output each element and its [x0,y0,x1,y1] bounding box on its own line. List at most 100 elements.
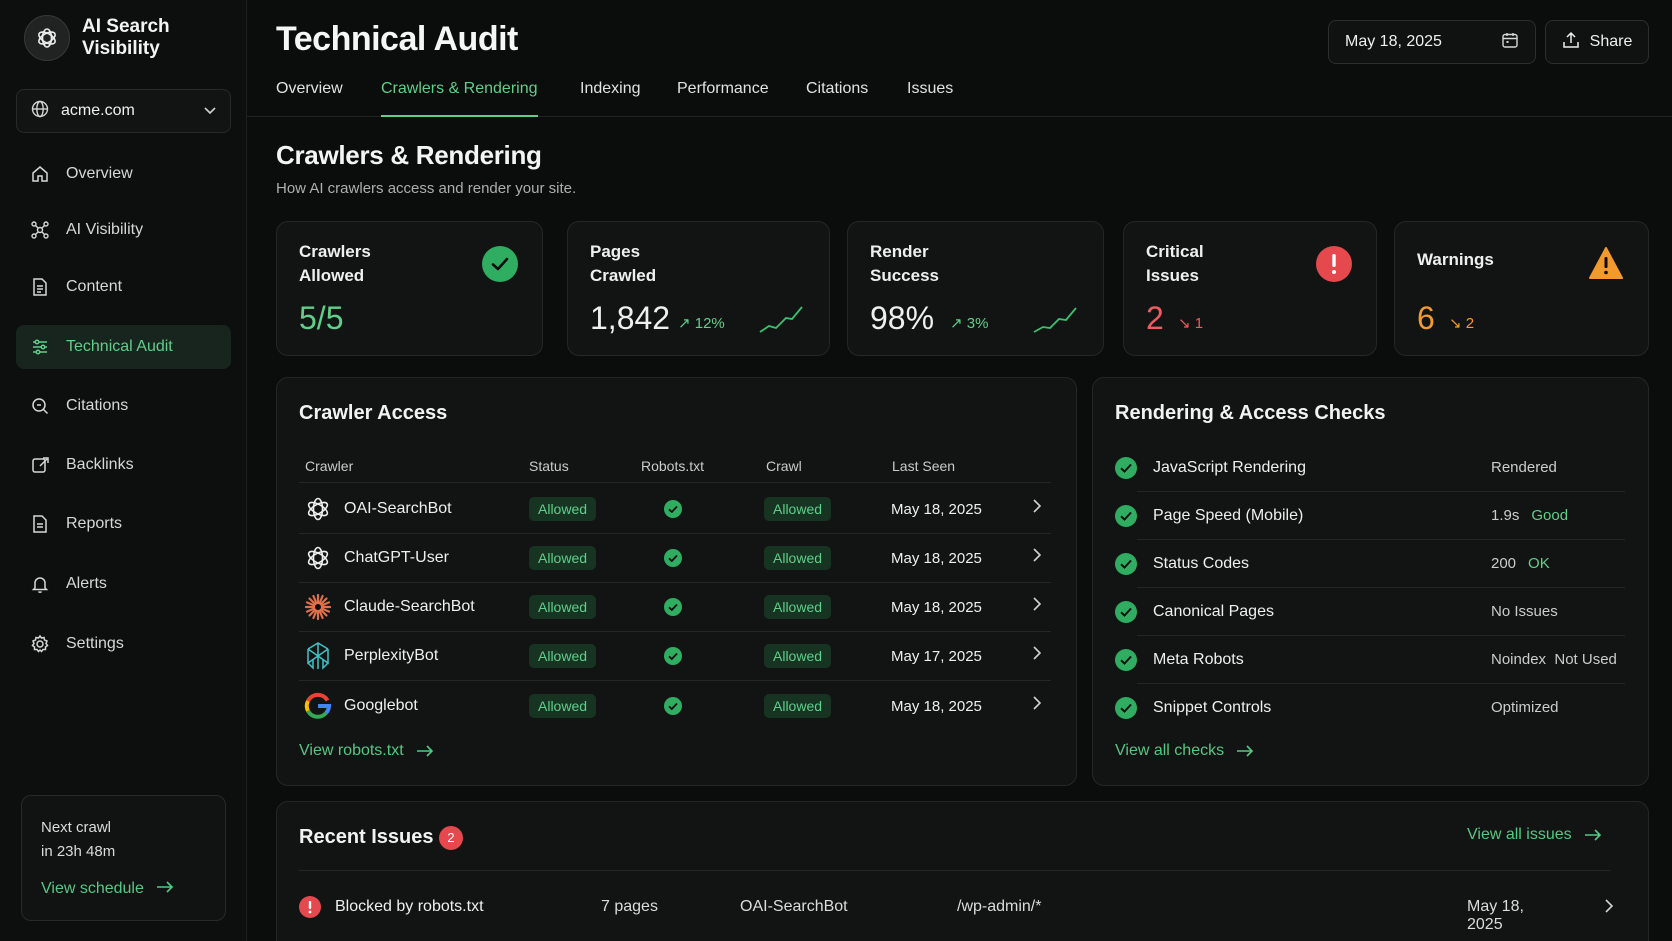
sidebar-item-backlinks[interactable]: Backlinks [16,443,231,487]
divider [1137,491,1625,492]
chevron-right-icon [1033,646,1042,665]
sidebar-item-settings[interactable]: Settings [16,622,231,666]
calendar-icon [1501,31,1519,54]
check-name: Snippet Controls [1153,699,1272,716]
sidebar-item-overview[interactable]: Overview [16,152,231,196]
crawler-name: OAI-SearchBot [344,500,452,517]
stat-value: 1,842 [590,300,671,336]
sidebar-item-content[interactable]: Content [16,265,231,309]
sidebar-item-label: Technical Audit [66,338,173,355]
divider [299,482,1051,483]
crawler-name: Googlebot [344,697,418,714]
app-name: AI Search Visibility [82,16,170,59]
check-value-text: Rendered [1491,459,1557,476]
globe-icon [31,100,49,123]
date-picker[interactable]: May 18, 2025 [1328,20,1536,64]
stat-card-crawlers-allowed: Crawlers Allowed 5/5 [276,221,543,356]
sidebar-item-ai-visibility[interactable]: AI Visibility [16,208,231,252]
link-edit-icon [30,455,50,475]
crawl-badge: Allowed [764,694,832,718]
check-name: Canonical Pages [1153,603,1274,620]
check-circle-icon [482,246,518,287]
table-row[interactable]: Claude-SearchBot Allowed Allowed May 18,… [299,582,1051,631]
last-seen: May 18, 2025 [891,501,982,518]
check-value: 200 OK [1491,555,1550,572]
sidebar-item-reports[interactable]: Reports [16,502,231,546]
sidebar-item-label: Reports [66,515,123,532]
view-robots-link[interactable]: View robots.txt [299,742,434,760]
stat-value: 6 [1417,300,1435,336]
divider [299,533,1051,534]
domain-select-value: acme.com [61,102,135,119]
bell-icon [30,574,50,594]
sidebar-item-label: Citations [66,397,129,414]
anthropic-logo-icon [304,593,332,621]
issue-path: /wp-admin/* [957,898,1042,915]
chevron-right-icon [1605,899,1614,918]
sidebar-item-label: Alerts [66,575,107,592]
crawler-name: PerplexityBot [344,647,439,664]
openai-logo-icon [304,544,332,572]
sparkline [1033,304,1077,339]
check-circle-icon [1115,697,1137,724]
view-all-issues-label: View all issues [1467,826,1572,843]
stat-label: Pages Crawled [590,242,657,285]
next-crawl-card: Next crawl in 23h 48m View schedule [21,795,226,921]
check-circle-icon [1115,553,1137,580]
issue-row[interactable]: Blocked by robots.txt 7 pages OAI-Search… [299,883,1614,933]
stat-card-warnings: Warnings 6 ↘ 2 [1394,221,1649,356]
tab-crawlers-rendering[interactable]: Crawlers & Rendering [381,80,538,117]
chevron-right-icon [1033,597,1042,616]
share-button[interactable]: Share [1545,20,1649,64]
last-seen: May 18, 2025 [891,550,982,567]
check-status: OK [1528,555,1550,572]
chevron-right-icon [1033,696,1042,715]
divider [1137,539,1625,540]
issue-crawler: OAI-SearchBot [740,898,848,915]
error-icon [1316,246,1352,287]
last-seen: May 18, 2025 [891,698,982,715]
table-row[interactable]: PerplexityBot Allowed Allowed May 17, 20… [299,631,1051,680]
tab-performance[interactable]: Performance [677,80,769,97]
view-all-checks-link[interactable]: View all checks [1115,742,1254,760]
sidebar-item-alerts[interactable]: Alerts [16,562,231,606]
tab-overview[interactable]: Overview [276,80,343,97]
tab-bar: Overview Crawlers & Rendering Indexing P… [247,70,1672,117]
chevron-down-icon [204,102,216,120]
divider [299,582,1051,583]
table-row[interactable]: Googlebot Allowed Allowed May 18, 2025 [299,681,1051,730]
check-item: Meta Robots Noindex Not Used [1115,636,1625,684]
tab-indexing[interactable]: Indexing [580,80,641,97]
tab-citations[interactable]: Citations [806,80,869,97]
sidebar-item-technical-audit[interactable]: Technical Audit [16,325,231,369]
crawler-access-title: Crawler Access [299,402,448,424]
tab-issues[interactable]: Issues [907,80,954,97]
chevron-right-icon [1033,548,1042,567]
recent-issues-title: Recent Issues [299,826,434,848]
arrow-right-icon [1236,745,1254,757]
brand[interactable]: AI Search Visibility [24,15,192,61]
sidebar-item-citations[interactable]: Citations [16,384,231,428]
check-name: Meta Robots [1153,651,1244,668]
view-all-issues-link[interactable]: View all issues [1467,826,1602,844]
stat-value: 2 [1146,300,1164,336]
check-value: Optimized [1491,699,1559,716]
openai-logo-icon [304,495,332,523]
column-header-status: Status [529,458,569,474]
view-schedule-link[interactable]: View schedule [41,880,206,898]
check-status: Good [1531,507,1569,524]
domain-select[interactable]: acme.com [16,89,231,133]
stat-delta: ↘ 2 [1449,315,1475,332]
stat-label: Render Success [870,242,939,285]
issue-date: May 18, 2025 [1467,898,1524,933]
issue-title: Blocked by robots.txt [335,898,484,915]
table-row[interactable]: OAI-SearchBot Allowed Allowed May 18, 20… [299,484,1051,533]
error-icon [299,896,321,923]
table-row[interactable]: ChatGPT-User Allowed Allowed May 18, 202… [299,533,1051,582]
view-robots-label: View robots.txt [299,742,404,759]
view-schedule-label: View schedule [41,880,144,897]
divider [1137,587,1625,588]
check-value-text: Optimized [1491,699,1559,716]
checks-title: Rendering & Access Checks [1115,402,1386,424]
warning-icon [1588,246,1624,285]
